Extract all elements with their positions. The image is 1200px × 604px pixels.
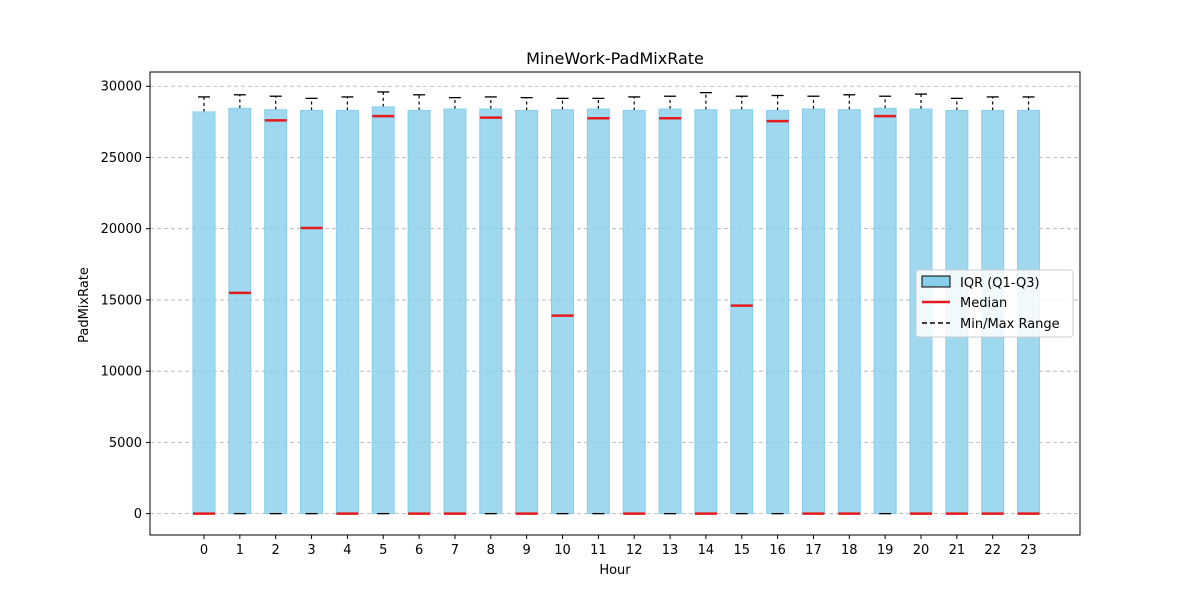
legend-frame bbox=[915, 269, 1074, 338]
iqr-bar bbox=[730, 109, 754, 515]
iqr-bar bbox=[622, 109, 646, 515]
iqr-bar bbox=[479, 108, 503, 515]
y-tick-label: 15000 bbox=[101, 293, 142, 308]
x-tick-label: 7 bbox=[451, 543, 459, 558]
x-tick-label: 4 bbox=[343, 543, 351, 558]
x-tick-label: 5 bbox=[379, 543, 387, 558]
y-axis-label: PadMixRate bbox=[77, 267, 92, 343]
iqr-bar bbox=[766, 109, 790, 515]
iqr-bar bbox=[407, 109, 431, 515]
legend-label-median: Median bbox=[960, 296, 1007, 311]
iqr-bar bbox=[873, 107, 897, 515]
x-tick-label: 18 bbox=[841, 543, 858, 558]
y-tick-label: 20000 bbox=[101, 222, 142, 237]
iqr-bar bbox=[264, 109, 288, 515]
y-tick-label: 10000 bbox=[101, 365, 142, 380]
iqr-bar bbox=[228, 107, 252, 515]
chart-title: MineWork-PadMixRate bbox=[526, 49, 704, 68]
iqr-bar bbox=[335, 109, 359, 515]
x-tick-label: 16 bbox=[769, 543, 786, 558]
x-tick-label: 11 bbox=[590, 543, 607, 558]
y-tick-label: 5000 bbox=[109, 436, 142, 451]
x-tick-label: 20 bbox=[913, 543, 930, 558]
x-tick-label: 1 bbox=[236, 543, 244, 558]
x-tick-label: 13 bbox=[662, 543, 679, 558]
y-tick-label: 25000 bbox=[101, 151, 142, 166]
iqr-bar bbox=[192, 111, 216, 515]
iqr-bar bbox=[801, 108, 825, 515]
iqr-bar bbox=[515, 109, 539, 515]
x-tick-label: 15 bbox=[733, 543, 750, 558]
iqr-bar bbox=[694, 109, 718, 515]
x-tick-label: 0 bbox=[200, 543, 208, 558]
x-tick-label: 2 bbox=[272, 543, 280, 558]
x-tick-label: 19 bbox=[877, 543, 894, 558]
x-tick-label: 23 bbox=[1020, 543, 1037, 558]
x-tick-label: 22 bbox=[984, 543, 1001, 558]
iqr-bar bbox=[837, 109, 861, 515]
x-tick-label: 3 bbox=[307, 543, 315, 558]
x-tick-label: 17 bbox=[805, 543, 822, 558]
legend-swatch-iqr bbox=[921, 275, 951, 288]
iqr-bar bbox=[443, 108, 467, 515]
x-tick-label: 9 bbox=[523, 543, 531, 558]
iqr-bar bbox=[300, 109, 324, 515]
x-axis-label: Hour bbox=[599, 563, 631, 578]
x-tick-label: 6 bbox=[415, 543, 423, 558]
bars-layer bbox=[192, 91, 1041, 515]
iqr-bar bbox=[586, 108, 610, 515]
iqr-bar bbox=[551, 109, 574, 515]
x-tick-label: 8 bbox=[487, 543, 495, 558]
legend-label-iqr: IQR (Q1-Q3) bbox=[960, 276, 1040, 291]
x-tick-label: 14 bbox=[698, 543, 715, 558]
x-tick-label: 10 bbox=[554, 543, 571, 558]
iqr-bar bbox=[658, 108, 682, 515]
y-tick-label: 0 bbox=[134, 507, 142, 522]
plot-frame bbox=[149, 71, 1081, 536]
x-tick-label: 21 bbox=[949, 543, 966, 558]
x-tick-label: 12 bbox=[626, 543, 643, 558]
legend: IQR (Q1-Q3) Median Min/Max Range bbox=[915, 269, 1074, 338]
legend-label-range: Min/Max Range bbox=[960, 317, 1060, 332]
y-tick-label: 30000 bbox=[101, 80, 142, 95]
iqr-bar bbox=[371, 106, 395, 515]
